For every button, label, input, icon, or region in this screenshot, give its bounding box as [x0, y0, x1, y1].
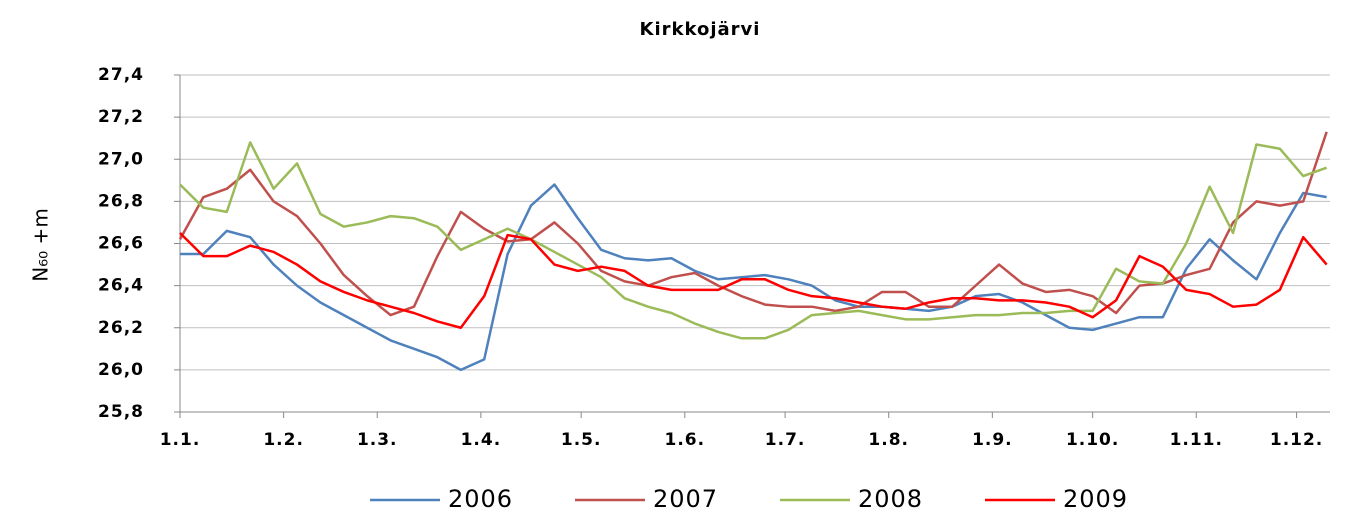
x-tick-label: 1.6. — [665, 430, 706, 450]
y-tick-label: 26,2 — [98, 318, 144, 338]
x-tick-label: 1.11. — [1170, 430, 1223, 450]
y-tick-label: 26,4 — [98, 276, 144, 296]
x-tick-label: 1.9. — [972, 430, 1013, 450]
y-tick-label: 27,4 — [98, 65, 144, 85]
series-line — [179, 141, 1328, 340]
y-tick-label: 25,8 — [98, 402, 144, 422]
x-tick-label: 1.7. — [765, 430, 806, 450]
y-tick-label: 26,6 — [98, 234, 144, 254]
chart-title: Kirkkojärvi — [640, 19, 761, 40]
legend-label: 2008 — [858, 485, 923, 513]
legend-label: 2007 — [653, 485, 718, 513]
y-tick-label: 26,8 — [98, 191, 144, 211]
y-axis-label: N₆₀ +m — [29, 208, 53, 282]
series-line — [180, 183, 1327, 372]
x-tick-label: 1.2. — [263, 430, 304, 450]
x-tick-label: 1.10. — [1066, 430, 1119, 450]
y-tick-label: 27,2 — [98, 107, 144, 127]
legend-label: 2006 — [448, 485, 513, 513]
x-tick-label: 1.5. — [561, 430, 602, 450]
series-line — [179, 232, 1328, 329]
y-tick-label: 26,0 — [98, 360, 144, 380]
legend-label: 2009 — [1063, 485, 1128, 513]
x-tick-label: 1.3. — [357, 430, 398, 450]
x-tick-label: 1.8. — [868, 430, 909, 450]
y-tick-label: 27,0 — [98, 149, 144, 169]
x-tick-label: 1.1. — [160, 430, 201, 450]
series-line — [178, 131, 1328, 317]
x-tick-label: 1.12. — [1270, 430, 1323, 450]
x-tick-label: 1.4. — [461, 430, 502, 450]
